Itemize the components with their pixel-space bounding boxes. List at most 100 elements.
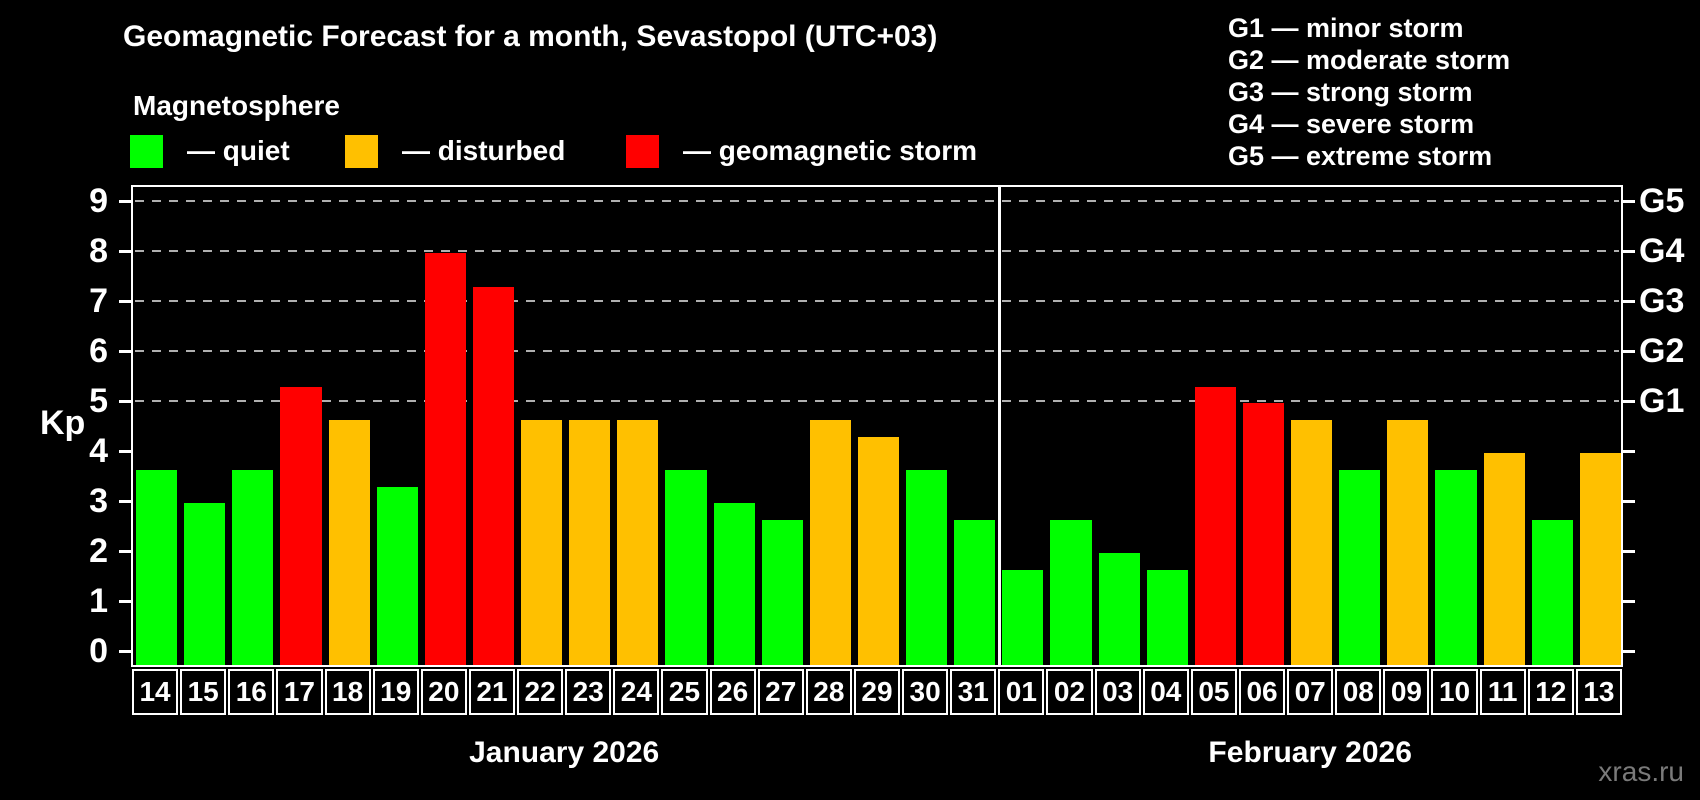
legend-item-quiet: — quiet [130, 133, 290, 169]
g-level-label-g5: G5 [1639, 182, 1685, 220]
day-label-10: 10 [1431, 669, 1478, 715]
bar-february-04 [1146, 569, 1188, 665]
g-legend-item-g2: G2 — moderate storm [1228, 45, 1511, 75]
day-label-05: 05 [1190, 669, 1237, 715]
gridline-kp7 [135, 300, 1619, 302]
g-level-label-g2: G2 [1639, 332, 1685, 370]
y-tick-left-1 [119, 600, 131, 603]
bar-february-13 [1579, 453, 1621, 665]
day-label-07: 07 [1287, 669, 1334, 715]
legend-label-disturbed: — disturbed [402, 135, 566, 166]
day-label-12: 12 [1527, 669, 1574, 715]
day-label-28: 28 [805, 669, 852, 715]
g-legend-item-g3: G3 — strong storm [1228, 77, 1473, 107]
bar-january-29 [857, 436, 900, 665]
day-label-20: 20 [420, 669, 467, 715]
y-tick-label-9: 9 [89, 182, 108, 220]
y-tick-right-9 [1623, 200, 1635, 203]
month-label-february: February 2026 [1208, 736, 1412, 769]
day-label-13: 13 [1575, 669, 1622, 715]
day-label-01: 01 [998, 669, 1045, 715]
bar-january-17 [280, 386, 322, 665]
legend-label-storm: — geomagnetic storm [683, 135, 978, 166]
subtitle-magnetosphere: Magnetosphere [133, 90, 340, 121]
bar-february-09 [1387, 419, 1429, 665]
bar-february-08 [1339, 469, 1381, 665]
bar-january-27 [761, 519, 803, 665]
bar-february-02 [1050, 519, 1092, 665]
bar-january-16 [232, 469, 274, 665]
y-tick-right-1 [1623, 600, 1635, 603]
bar-january-24 [617, 419, 659, 665]
y-tick-left-9 [119, 200, 131, 203]
bar-january-15 [184, 503, 226, 665]
legend-item-disturbed: — disturbed [345, 133, 565, 169]
bar-january-22 [521, 419, 563, 665]
y-tick-right-3 [1623, 500, 1635, 503]
day-label-09: 09 [1383, 669, 1430, 715]
bar-february-07 [1291, 419, 1333, 665]
bar-january-28 [809, 419, 851, 665]
day-label-29: 29 [853, 669, 901, 715]
gridline-kp8 [135, 250, 1619, 252]
month-separator [997, 187, 1001, 665]
g-legend-item-g4: G4 — severe storm [1228, 109, 1475, 139]
g-legend-item-g5: G5 — extreme storm [1228, 141, 1493, 171]
bar-january-30 [906, 469, 948, 665]
y-tick-left-4 [119, 450, 131, 453]
day-label-24: 24 [613, 669, 660, 715]
g-level-label-g3: G3 [1639, 282, 1685, 320]
bar-january-23 [569, 419, 611, 665]
disturbed-color-swatch [345, 134, 378, 168]
gridline-kp5 [135, 400, 1619, 402]
legend-item-storm: — geomagnetic storm [626, 133, 977, 169]
y-tick-right-7 [1623, 300, 1635, 303]
day-label-18: 18 [324, 669, 371, 715]
bar-february-05 [1194, 386, 1236, 665]
y-tick-label-2: 2 [89, 532, 108, 570]
day-label-03: 03 [1094, 669, 1141, 715]
bar-february-01 [1002, 569, 1044, 665]
bar-february-10 [1435, 469, 1477, 665]
y-tick-right-2 [1623, 550, 1635, 553]
g-level-label-g1: G1 [1639, 382, 1685, 420]
bar-january-25 [665, 469, 707, 665]
color-legend: — quiet — disturbed — geomagnetic storm [0, 133, 1700, 169]
day-label-26: 26 [709, 669, 756, 715]
quiet-color-swatch [130, 134, 163, 168]
storm-color-swatch [626, 134, 659, 168]
y-tick-label-4: 4 [89, 432, 108, 470]
gridline-kp9 [135, 200, 1619, 202]
page-title: Geomagnetic Forecast for a month, Sevast… [123, 20, 938, 53]
y-tick-right-4 [1623, 450, 1635, 453]
day-label-08: 08 [1335, 669, 1382, 715]
bar-february-03 [1098, 553, 1140, 665]
y-tick-left-3 [119, 500, 131, 503]
legend-label-quiet: — quiet [187, 135, 290, 166]
y-tick-label-8: 8 [89, 232, 108, 270]
y-tick-label-5: 5 [89, 382, 108, 420]
y-tick-label-6: 6 [89, 332, 108, 370]
y-tick-left-5 [119, 400, 131, 403]
g-scale-legend: G1 — minor storm G2 — moderate storm G3 … [1228, 12, 1510, 172]
month-label-january: January 2026 [469, 736, 660, 769]
watermark: xras.ru [1598, 756, 1684, 787]
g-level-label-g4: G4 [1639, 232, 1685, 270]
day-label-17: 17 [276, 669, 323, 715]
y-tick-label-1: 1 [89, 582, 108, 620]
day-label-02: 02 [1046, 669, 1093, 715]
bar-february-12 [1531, 519, 1573, 665]
day-label-15: 15 [180, 669, 227, 715]
day-label-06: 06 [1238, 669, 1286, 715]
bar-february-06 [1242, 403, 1285, 665]
y-tick-right-0 [1623, 650, 1635, 653]
y-tick-left-2 [119, 550, 131, 553]
y-tick-label-0: 0 [89, 632, 108, 670]
bar-january-19 [376, 486, 418, 665]
day-label-14: 14 [132, 669, 179, 715]
day-label-19: 19 [372, 669, 419, 715]
y-tick-label-3: 3 [89, 482, 108, 520]
y-tick-left-8 [119, 250, 131, 253]
bar-january-20 [424, 253, 466, 665]
